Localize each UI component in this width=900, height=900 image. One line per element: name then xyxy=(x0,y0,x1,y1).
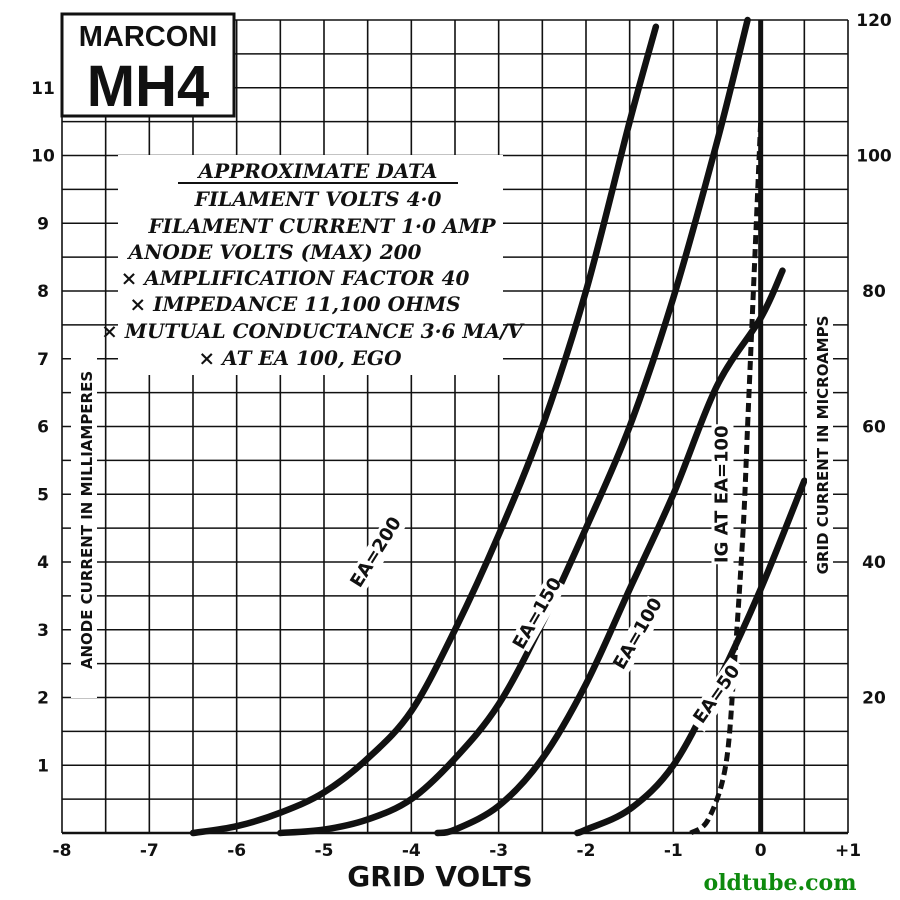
grid-current-curve xyxy=(689,121,764,836)
y-tick-label-bg xyxy=(28,73,58,98)
y2-axis-title: GRID CURRENT IN MICROAMPS xyxy=(814,316,832,575)
y2-tick-label: 100 xyxy=(856,147,892,167)
x-tick-label: -6 xyxy=(227,841,246,861)
y2-axis-title-bg xyxy=(807,300,833,590)
y-tick-label: 2 xyxy=(37,689,49,709)
y-tick-label-bg xyxy=(28,141,58,166)
x-tick-label: -8 xyxy=(53,841,72,861)
data-panel xyxy=(118,155,503,375)
y-tick-label: 10 xyxy=(31,147,55,167)
brand-box xyxy=(60,12,236,118)
grid-current-label-bg xyxy=(711,424,734,565)
data-line-anode-volts: ANODE VOLTS (MAX) 200 xyxy=(127,240,422,264)
y-tick-label-bg xyxy=(28,751,58,776)
data-line-amplification-factor: × AMPLIFICATION FACTOR 40 xyxy=(121,266,470,290)
y2-tick-label-bg xyxy=(852,412,896,437)
x-tick-label: -4 xyxy=(402,841,421,861)
x-tick-label: -1 xyxy=(664,841,683,861)
curve-label-bg xyxy=(609,595,667,673)
data-line-filament-current: FILAMENT CURRENT 1·0 AMP xyxy=(147,214,496,238)
grid-current-label: IG AT EA=100 xyxy=(711,425,732,563)
y-tick-label-bg xyxy=(28,683,58,708)
y-axis-title: ANODE CURRENT IN MILLIAMPERES xyxy=(78,371,96,669)
data-line-filament-volts: FILAMENT VOLTS 4·0 xyxy=(194,187,442,211)
y2-tick-label-bg xyxy=(852,683,896,708)
curve-label-ea-100: EA=100 xyxy=(609,594,667,673)
tick-labels: -8 -7 -6 -5 -4 -3 -2 -1 0 +1 1 2 3 4 5 6 7 8 9 10 11 20 40 60 80… xyxy=(28,6,896,861)
data-panel-title: APPROXIMATE DATA xyxy=(197,159,438,183)
data-line-impedance: × IMPEDANCE 11,100 OHMS xyxy=(129,292,460,316)
y-tick-label-bg xyxy=(28,548,58,572)
anode-curve-ea-50 xyxy=(574,477,808,837)
curve-label-group: EA=150 xyxy=(509,574,567,653)
watermark: oldtube.com xyxy=(704,870,857,896)
y-tick-label-bg xyxy=(28,209,58,234)
anode-curve-ea-100 xyxy=(434,267,786,837)
model-name: MH4 xyxy=(87,54,209,119)
y-tick-label: 6 xyxy=(37,418,49,438)
y-tick-label: 9 xyxy=(37,214,49,234)
y-tick-label: 7 xyxy=(37,350,49,370)
curve-label-group: EA=200 xyxy=(346,513,406,591)
y2-tick-label-bg xyxy=(852,6,896,30)
y-tick-label-bg xyxy=(28,412,58,437)
y2-tick-label: 20 xyxy=(862,689,886,709)
y2-tick-label-bg xyxy=(852,548,896,572)
x-axis-title: GRID VOLTS xyxy=(347,860,532,893)
anode-curve-ea-200 xyxy=(189,23,660,837)
grid-current-label-group: IG AT EA=100 xyxy=(711,424,734,565)
y-tick-label: 11 xyxy=(31,79,55,99)
y-tick-label: 8 xyxy=(37,282,49,302)
curve-label-bg xyxy=(686,657,749,733)
data-line-operating-point: × AT EA 100, EGO xyxy=(198,346,402,370)
y2-tick-label: 40 xyxy=(862,553,886,573)
y-tick-label: 3 xyxy=(37,621,49,641)
curve-label-ea-200: EA=200 xyxy=(346,513,406,591)
x-tick-label: -5 xyxy=(315,841,334,861)
brand-name: MARCONI xyxy=(79,21,218,53)
x-tick-label: -3 xyxy=(489,841,508,861)
y-tick-label: 1 xyxy=(37,756,49,776)
curve-label-group: EA=100 xyxy=(609,594,667,673)
y2-tick-label: 80 xyxy=(862,282,886,302)
y-tick-label-bg xyxy=(28,277,58,301)
data-line-mutual-conductance: × MUTUAL CONDUCTANCE 3·6 MA/V xyxy=(101,319,525,343)
y-tick-label-bg xyxy=(28,615,58,640)
x-tick-label: -7 xyxy=(140,841,159,861)
y2-tick-label-bg xyxy=(852,141,896,166)
curve-label-bg xyxy=(509,575,567,653)
curve-label-ea-150: EA=150 xyxy=(509,574,567,653)
y2-tick-label-bg xyxy=(852,277,896,301)
y-tick-label-bg xyxy=(28,344,58,369)
curve-label-bg xyxy=(347,514,406,591)
y2-tick-label: 60 xyxy=(862,418,886,438)
y-tick-label: 5 xyxy=(37,485,49,505)
y2-tick-label: 120 xyxy=(856,11,892,31)
x-tick-label: 0 xyxy=(755,841,767,861)
x-tick-label: +1 xyxy=(835,841,861,861)
y-tick-label-bg xyxy=(28,480,58,505)
y-tick-label: 4 xyxy=(37,553,49,573)
x-tick-label: -2 xyxy=(577,841,596,861)
y-axis-title-bg xyxy=(71,342,97,698)
